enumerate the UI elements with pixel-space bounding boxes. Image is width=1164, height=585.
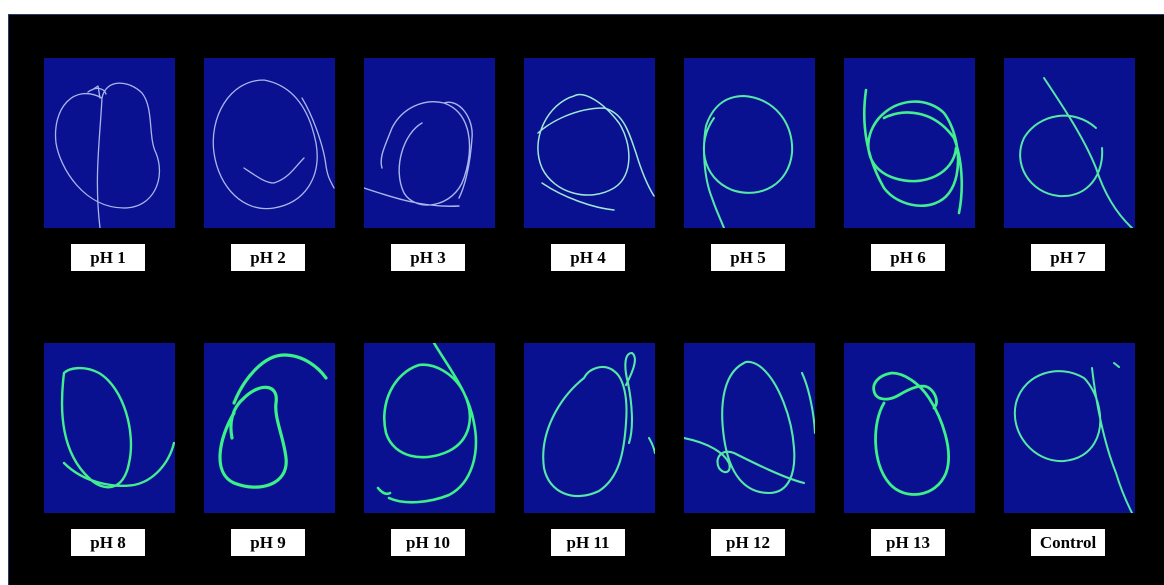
fiber-photo-ph10 bbox=[364, 343, 495, 513]
fiber-photo-ph9 bbox=[204, 343, 335, 513]
fiber-photo-ph2 bbox=[204, 58, 335, 228]
panel-label-ph10: pH 10 bbox=[391, 529, 465, 556]
panel-label-ph6: pH 6 bbox=[871, 244, 945, 271]
panel-label-ph2: pH 2 bbox=[231, 244, 305, 271]
panel-label-control: Control bbox=[1031, 529, 1105, 556]
fiber-photo-ph6 bbox=[844, 58, 975, 228]
fiber-photo-ph1 bbox=[44, 58, 175, 228]
panel-label-ph5: pH 5 bbox=[711, 244, 785, 271]
fiber-photo-ph5 bbox=[684, 58, 815, 228]
fiber-photo-ph13 bbox=[844, 343, 975, 513]
fiber-photo-ph11 bbox=[524, 343, 655, 513]
fiber-photo-ph3 bbox=[364, 58, 495, 228]
panel-label-ph11: pH 11 bbox=[551, 529, 625, 556]
figure-frame: pH 1 pH 2 pH 3 pH 4 pH 5 pH 6 pH 7 pH 8 … bbox=[8, 14, 1164, 585]
panel-label-ph7: pH 7 bbox=[1031, 244, 1105, 271]
panel-label-ph3: pH 3 bbox=[391, 244, 465, 271]
fiber-photo-ph12 bbox=[684, 343, 815, 513]
panel-label-ph9: pH 9 bbox=[231, 529, 305, 556]
fiber-photo-ph7 bbox=[1004, 58, 1135, 228]
fiber-photo-ph4 bbox=[524, 58, 655, 228]
panel-label-ph12: pH 12 bbox=[711, 529, 785, 556]
panel-label-ph8: pH 8 bbox=[71, 529, 145, 556]
fiber-photo-control bbox=[1004, 343, 1135, 513]
panel-label-ph1: pH 1 bbox=[71, 244, 145, 271]
panel-label-ph13: pH 13 bbox=[871, 529, 945, 556]
panel-label-ph4: pH 4 bbox=[551, 244, 625, 271]
fiber-photo-ph8 bbox=[44, 343, 175, 513]
